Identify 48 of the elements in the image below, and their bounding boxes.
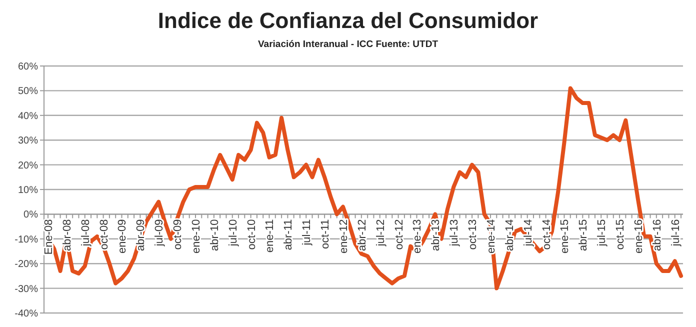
x-tick-label: abr-12 [356,219,368,251]
y-tick-label: 10% [18,185,38,196]
x-tick-label: ene-11 [264,219,276,253]
x-tick-label: oct-13 [467,219,480,250]
y-tick-label: -10% [14,234,38,246]
y-tick-label: 20% [18,160,38,172]
chart-subtitle: Variación Interanual - ICC Fuente: UTDT [258,39,438,50]
x-tick-label: Ene-08 [43,219,55,255]
x-tick-label: abr-16 [651,219,664,251]
x-tick-label: abr-14 [504,219,516,251]
y-tick-label: -20% [14,259,38,270]
x-tick-label: jul-09 [154,219,166,248]
x-tick-label: ene-10 [190,219,202,254]
y-tick-label: 30% [18,136,38,147]
x-tick-label: abr-11 [282,219,295,250]
y-tick-label: 40% [18,110,38,122]
x-tick-label: oct-11 [320,219,332,249]
x-tick-label: ene-09 [116,219,129,254]
x-tick-label: jul-13 [448,219,461,248]
x-tick-label: ene-13 [412,219,424,254]
y-tick-label: 50% [18,86,38,98]
x-tick-label: ene-16 [632,219,645,254]
x-tick-label: jul-16 [670,219,682,248]
x-tick-label: jul-08 [80,219,92,248]
x-tick-label: jul-12 [374,219,387,248]
y-tick-label: 0% [24,210,38,221]
x-tick-label: jul-10 [227,219,240,248]
x-tick-label: jul-14 [522,219,534,248]
x-tick-label: ene-15 [559,219,572,254]
x-tick-label: oct-08 [98,219,110,250]
x-tick-label: oct-12 [393,219,406,250]
y-tick-label: -40% [14,308,38,320]
x-tick-label: oct-09 [172,219,184,250]
x-tick-label: oct-14 [540,219,553,250]
x-tick-label: jul-11 [301,219,314,246]
x-tick-label: ene-12 [338,219,350,254]
x-tick-label: oct-10 [246,219,258,250]
x-tick-label: jul-15 [596,219,608,248]
chart-title: Indice de Confianza del Consumidor [158,8,539,33]
x-tick-label: abr-15 [578,219,590,251]
x-tick-label: abr-09 [135,219,148,251]
x-tick-label: abr-10 [208,219,221,251]
x-tick-label: oct-15 [614,219,627,250]
x-tick-label: abr-08 [61,219,74,251]
x-tick-label: abr-13 [430,219,442,251]
y-tick-label: -30% [14,284,38,295]
x-tick-label: ene-14 [485,219,498,254]
y-tick-label: 60% [18,62,38,72]
